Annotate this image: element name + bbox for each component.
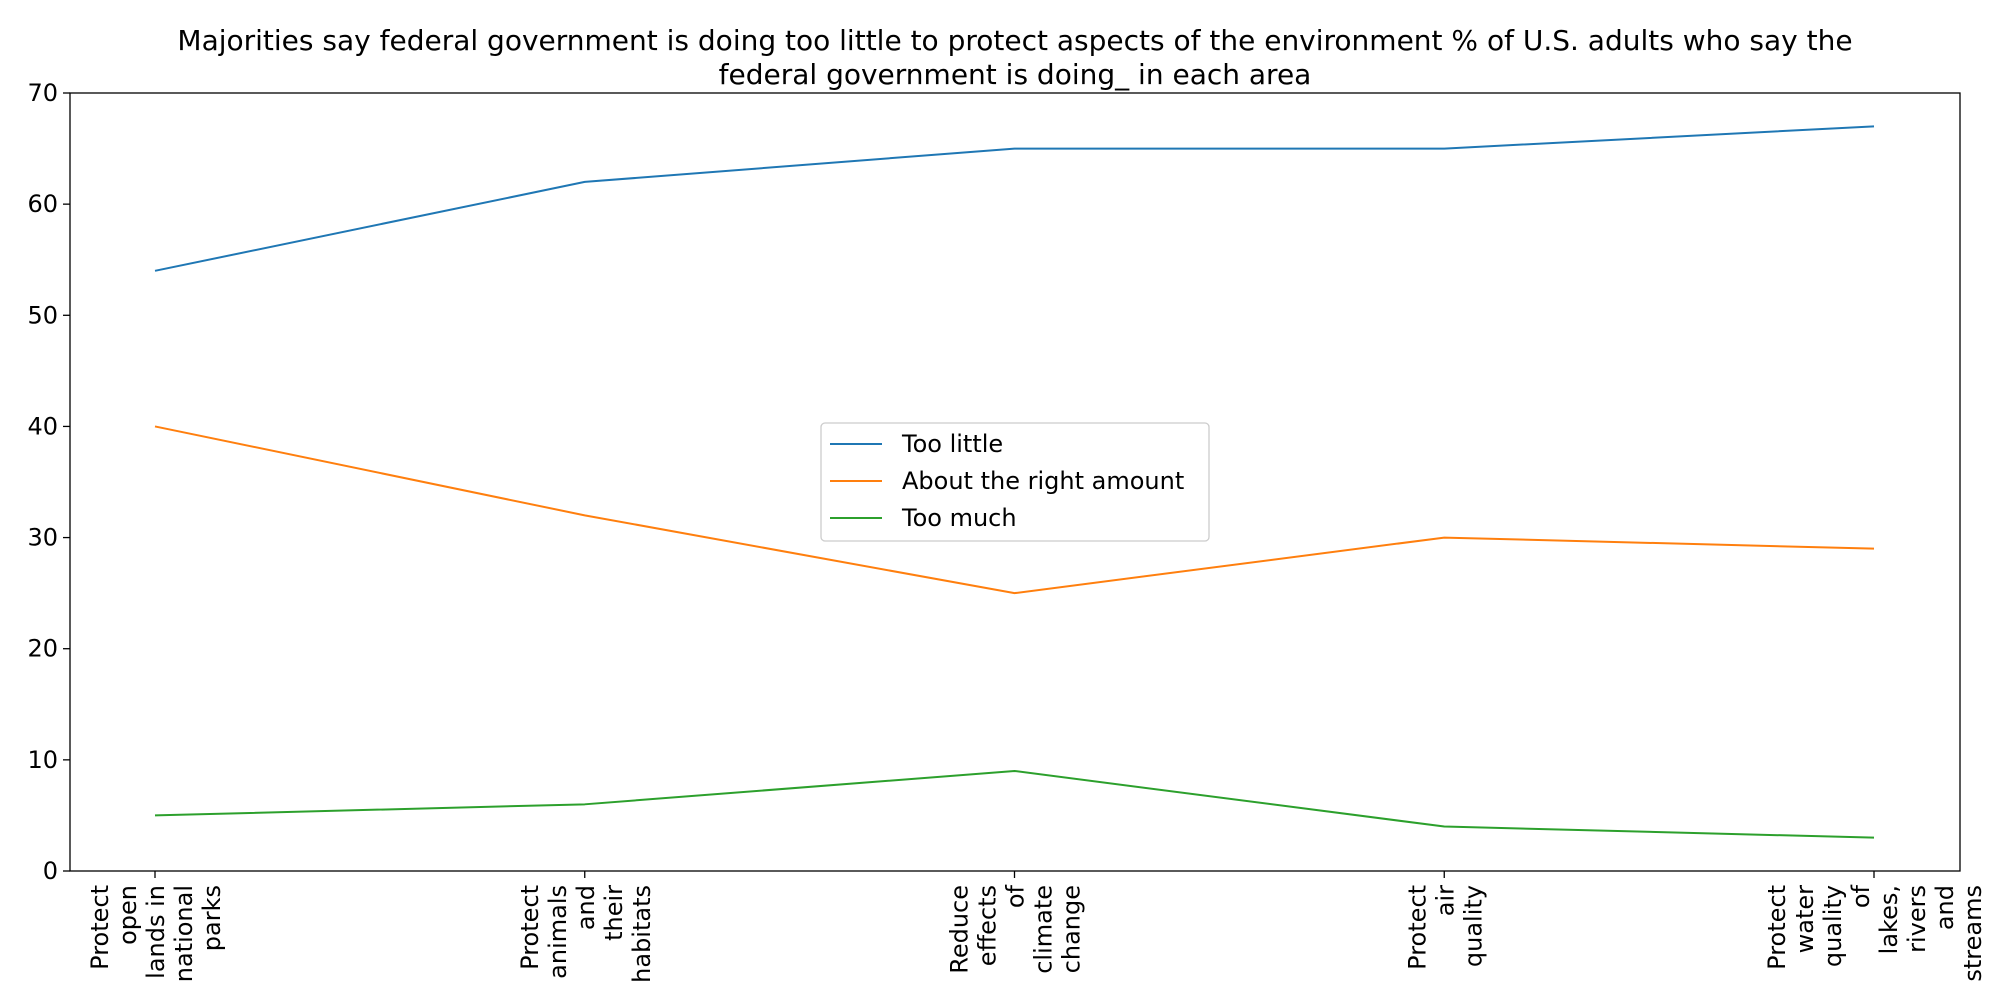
- y-tick-label: 0: [43, 857, 58, 885]
- legend-item: Too little: [830, 430, 1003, 458]
- legend-frame: [820, 422, 1210, 542]
- x-tick-label-line: parks: [198, 885, 226, 951]
- x-tick-label-line: change: [1058, 885, 1086, 973]
- x-tick-label: Protect water quality of lakes, rivers and stre…: [1763, 884, 1987, 981]
- legend-label: Too little: [901, 430, 1003, 458]
- series-line-too-much: [154, 769, 1875, 839]
- x-tick-label-line: Protect: [1763, 885, 1791, 970]
- y-tick-label: 20: [27, 635, 58, 663]
- x-tick-label-line: effects: [974, 885, 1002, 966]
- x-tick-label-line: of: [1002, 884, 1030, 908]
- x-tick-label-line: climate: [1030, 885, 1058, 974]
- x-tick-label-line: lakes,: [1875, 885, 1903, 954]
- x-tick-label: Protect air quality: [1403, 885, 1487, 970]
- legend-label: Too much: [901, 504, 1017, 532]
- series-line-too-little: [154, 125, 1875, 272]
- x-tick-label-line: quality: [1819, 885, 1847, 967]
- x-tick-label: Protect open lands in national parks: [86, 885, 226, 982]
- legend-label: About the right amount: [902, 467, 1184, 495]
- x-tick-label-line: streams: [1959, 885, 1987, 982]
- y-tick-label: 10: [27, 746, 58, 774]
- x-tick-label: Protect animals and their habitats: [516, 885, 656, 983]
- series-layer: [154, 125, 1875, 839]
- y-tick-label: 30: [27, 524, 58, 552]
- series-line-about-the-right-amount: [154, 425, 1875, 595]
- x-tick-label-line: their: [600, 885, 628, 941]
- x-axis: Protect open lands in national parks Protect a…: [86, 871, 1987, 983]
- x-tick-label-line: Protect: [516, 885, 544, 970]
- y-tick-label: 70: [27, 79, 58, 107]
- x-tick-label-line: Protect: [86, 885, 114, 970]
- y-tick-label: 40: [27, 412, 58, 440]
- chart-title: Majorities say federal government is doi…: [177, 24, 1852, 91]
- x-tick-label: Reduce effects of climate change: [946, 884, 1086, 973]
- x-tick-label-line: of: [1847, 884, 1875, 908]
- y-axis: 0 10 20 30 40 50 60 70: [27, 79, 70, 885]
- legend: Too little About the right amount Too much: [820, 422, 1210, 542]
- x-tick-label-line: water: [1791, 885, 1819, 954]
- x-tick-label-line: open: [114, 885, 142, 945]
- y-tick-label: 50: [27, 301, 58, 329]
- x-tick-label-line: air: [1431, 885, 1459, 916]
- x-tick-label-line: rivers: [1903, 885, 1931, 953]
- legend-item: About the right amount: [830, 467, 1184, 495]
- x-tick-label-line: habitats: [628, 885, 656, 983]
- chart-title-line: federal government is doing_ in each are…: [719, 58, 1312, 91]
- x-tick-label-line: and: [1931, 885, 1959, 930]
- legend-item: Too much: [830, 504, 1017, 532]
- x-tick-label-line: and: [572, 885, 600, 930]
- x-tick-label-line: national: [170, 885, 198, 982]
- x-tick-label-line: Protect: [1403, 885, 1431, 970]
- chart-title-line: Majorities say federal government is doi…: [177, 24, 1852, 57]
- x-tick-label-line: lands in: [142, 885, 170, 979]
- y-tick-label: 60: [27, 190, 58, 218]
- x-tick-label-line: Reduce: [946, 885, 974, 974]
- x-tick-label-line: quality: [1459, 885, 1487, 967]
- x-tick-label-line: animals: [544, 885, 572, 979]
